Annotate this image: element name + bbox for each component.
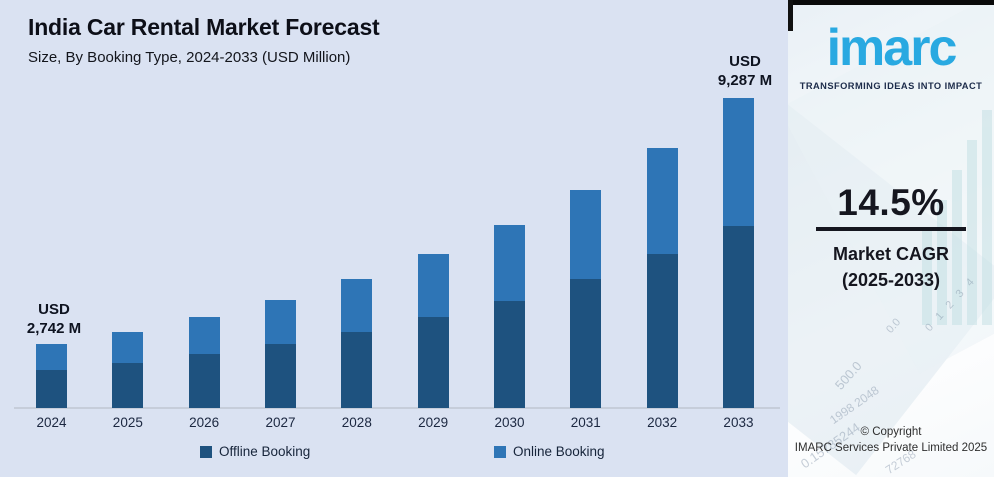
bar-segment-offline-2033 <box>722 226 754 408</box>
bar-2029: 2029 <box>417 254 449 430</box>
x-tick-2026: 2026 <box>189 415 220 430</box>
bar-2030: 2030 <box>493 225 525 430</box>
brand-panel: 500.0 0.0 1998 2048 0.15785244 72768 0 1 2 3 … <box>788 0 994 477</box>
first-bar-value-label: USD 2,742 M <box>8 301 100 339</box>
x-tick-2027: 2027 <box>265 415 296 430</box>
bar-segment-offline-2025 <box>112 363 144 408</box>
copyright-line1: © Copyright <box>860 426 922 438</box>
watermark-bar <box>937 200 947 325</box>
legend-item-online-booking: Online Booking <box>494 444 605 459</box>
watermark-bar-chart <box>922 110 992 325</box>
cagr-label-line1: Market CAGR <box>832 244 950 264</box>
bar-2032: 2032 <box>646 148 678 430</box>
watermark-bar <box>982 110 992 325</box>
cagr-label-line2: (2025-2033) <box>841 270 941 291</box>
bar-segment-online-2028 <box>341 279 373 332</box>
legend-item-offline-booking: Offline Booking <box>200 444 310 459</box>
bar-segment-offline-2030 <box>493 301 525 408</box>
first-bar-value-line1: USD <box>38 301 70 318</box>
legend-label: Online Booking <box>513 444 605 459</box>
bar-segment-online-2025 <box>112 332 144 363</box>
bar-segment-online-2032 <box>646 148 678 254</box>
x-axis-line <box>14 407 780 409</box>
chart-panel: India Car Rental Market Forecast Size, B… <box>0 0 788 477</box>
bar-segment-online-2024 <box>36 344 67 370</box>
bar-segment-offline-2031 <box>570 279 602 408</box>
x-tick-2033: 2033 <box>723 415 754 430</box>
bar-segment-offline-2032 <box>646 254 678 408</box>
watermark-layer: 500.0 0.0 1998 2048 0.15785244 72768 0 1 2 3 … <box>788 0 994 477</box>
bar-segment-offline-2028 <box>341 332 373 408</box>
legend-label: Offline Booking <box>219 444 311 459</box>
chart-legend: Offline Booking Online Booking <box>0 444 788 464</box>
last-bar-value-line1: USD <box>729 53 761 70</box>
bar-segment-online-2027 <box>264 300 296 344</box>
bar-2024: 2024 <box>36 344 67 430</box>
x-tick-2028: 2028 <box>341 415 372 430</box>
cagr-label: Market CAGR (2025-2033) <box>788 241 994 293</box>
bar-segment-online-2029 <box>417 254 449 317</box>
x-tick-2030: 2030 <box>494 415 525 430</box>
imarc-logo: imarc <box>826 19 958 77</box>
legend-swatch-icon <box>200 445 212 458</box>
bar-2026: 2026 <box>188 317 220 430</box>
watermark-bar <box>967 140 977 325</box>
page-title: India Car Rental Market Forecast <box>28 14 380 40</box>
bar-segment-offline-2029 <box>417 317 449 408</box>
bar-segment-offline-2026 <box>188 354 220 408</box>
bar-segment-online-2026 <box>188 317 220 354</box>
legend-swatch-icon <box>494 445 506 458</box>
bar-2027: 2027 <box>264 300 296 430</box>
x-tick-2025: 2025 <box>112 415 143 430</box>
last-bar-value-label: USD 9,287 M <box>699 53 791 91</box>
watermark-bar <box>922 230 932 325</box>
cagr-value: 14.5% <box>837 182 945 223</box>
bars-container: 2024 2025 2026 2027 2028 2029 2030 2031 2032 2033 <box>36 0 754 430</box>
panel-left-mark <box>788 0 793 31</box>
bar-2025: 2025 <box>112 332 144 430</box>
chart-subtitle: Size, By Booking Type, 2024-2033 (USD Mi… <box>28 49 351 66</box>
bar-2028: 2028 <box>341 279 373 430</box>
bar-segment-online-2030 <box>493 225 525 301</box>
bar-segment-offline-2024 <box>36 370 67 408</box>
bar-2033: 2033 <box>722 98 754 430</box>
watermark-bar <box>952 170 962 325</box>
panel-top-border <box>788 0 994 5</box>
copyright-line2: IMARC Services Private Limited 2025 <box>794 442 988 455</box>
brand-panel-content: imarc TRANSFORMING IDEAS INTO IMPACT 14.… <box>788 0 994 477</box>
cagr-divider <box>816 227 966 231</box>
imarc-tagline: TRANSFORMING IDEAS INTO IMPACT <box>799 81 983 91</box>
copyright-notice: © Copyright IMARC Services Private Limite… <box>788 424 994 456</box>
last-bar-value-line2: 9,287 M <box>717 71 773 89</box>
bar-segment-offline-2027 <box>264 344 296 408</box>
bar-segment-online-2033 <box>722 98 754 226</box>
bar-segment-online-2031 <box>570 190 602 279</box>
x-tick-2024: 2024 <box>36 415 67 430</box>
bar-2031: 2031 <box>570 190 602 430</box>
x-tick-2032: 2032 <box>647 415 678 430</box>
first-bar-value-line2: 2,742 M <box>26 319 82 337</box>
x-tick-2031: 2031 <box>570 415 601 430</box>
x-tick-2029: 2029 <box>418 415 449 430</box>
